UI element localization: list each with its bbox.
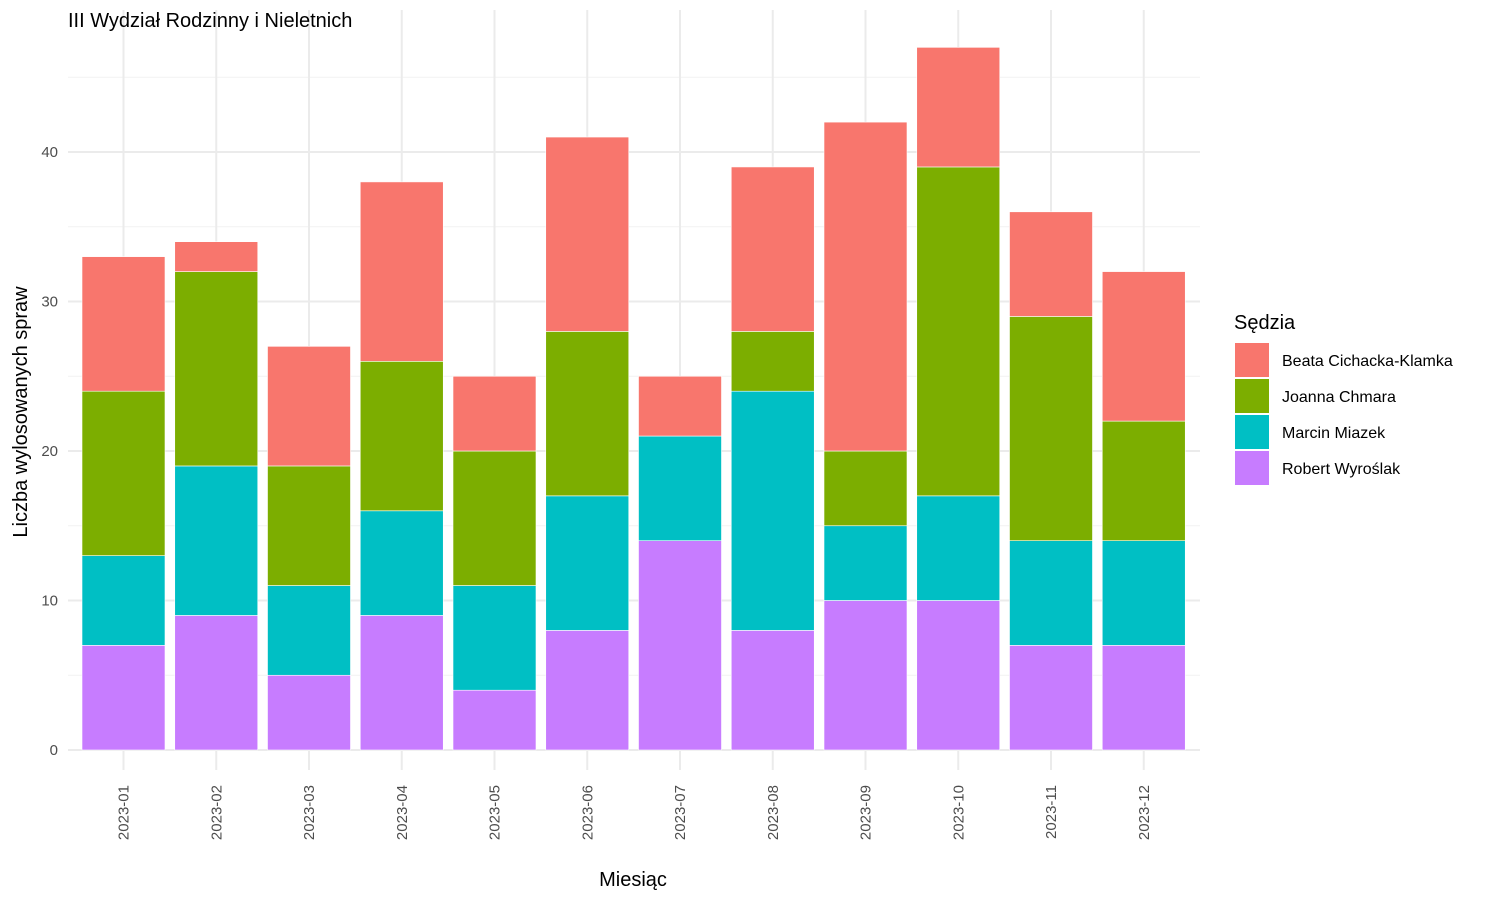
y-tick-label: 30 xyxy=(41,294,58,311)
bar-segment xyxy=(81,645,166,751)
bar-segment xyxy=(1009,540,1093,646)
legend-title: Sędzia xyxy=(1234,312,1296,334)
bar-segment xyxy=(1009,645,1093,751)
x-tick-label: 2023-10 xyxy=(950,785,967,840)
bar-segment xyxy=(452,375,537,452)
bar-segment xyxy=(174,271,259,467)
chart-title: III Wydział Rodzinny i Nieletnich xyxy=(68,10,352,32)
bar-segment xyxy=(730,390,815,631)
x-tick-label: 2023-04 xyxy=(394,785,411,840)
bar-segment xyxy=(823,600,908,751)
bar-segment xyxy=(359,181,444,362)
bar-segment xyxy=(174,615,259,751)
bar-segment xyxy=(81,390,166,556)
x-tick-label: 2023-09 xyxy=(858,785,875,840)
x-tick-label: 2023-01 xyxy=(116,785,133,840)
x-tick-label: 2023-03 xyxy=(301,785,318,840)
legend-label: Robert Wyroślak xyxy=(1282,461,1401,478)
legend-swatch xyxy=(1235,343,1269,377)
x-tick-label: 2023-02 xyxy=(208,785,225,840)
bar-segment xyxy=(267,465,351,586)
x-tick-label: 2023-05 xyxy=(487,785,504,840)
bar-segment xyxy=(545,331,630,497)
bar-segment xyxy=(545,630,630,751)
bar-segment xyxy=(638,540,722,751)
bar-segment xyxy=(638,375,722,437)
bar-segment xyxy=(81,256,166,392)
bar-segment xyxy=(359,360,444,512)
y-tick-label: 20 xyxy=(41,443,58,460)
bars xyxy=(81,47,1186,751)
bar-segment xyxy=(359,510,444,616)
legend-swatch xyxy=(1235,415,1269,449)
bar-segment xyxy=(1009,211,1093,317)
bar-segment xyxy=(916,166,1001,497)
x-tick-label: 2023-07 xyxy=(672,785,689,840)
bar-segment xyxy=(545,495,630,631)
bar-segment xyxy=(1101,420,1186,542)
bar-segment xyxy=(916,47,1001,168)
bar-segment xyxy=(1009,316,1093,542)
bar-segment xyxy=(730,166,815,332)
legend: Sędzia Beata Cichacka-Klamka Joanna Chmar… xyxy=(1234,312,1453,485)
bar-segment xyxy=(452,450,537,586)
bar-segment xyxy=(730,630,815,751)
x-tick-label: 2023-08 xyxy=(765,785,782,840)
bar-segment xyxy=(452,585,537,691)
bar-segment xyxy=(267,346,351,467)
x-axis-ticks: 2023-01 2023-02 2023-03 2023-04 2023-05 2023-… xyxy=(116,785,1153,840)
bar-segment xyxy=(359,615,444,751)
bar-segment xyxy=(916,600,1001,751)
bar-segment xyxy=(730,331,815,392)
y-axis-ticks: 0 10 20 30 40 xyxy=(41,144,58,759)
bar-segment xyxy=(267,585,351,676)
legend-label: Joanna Chmara xyxy=(1282,389,1396,406)
y-tick-label: 40 xyxy=(41,144,58,161)
x-tick-label: 2023-12 xyxy=(1136,785,1153,840)
bar-segment xyxy=(823,525,908,601)
bar-segment xyxy=(545,136,630,332)
bar-segment xyxy=(638,435,722,541)
bar-segment xyxy=(267,674,351,751)
x-tick-label: 2023-11 xyxy=(1043,785,1060,839)
legend-label: Marcin Miazek xyxy=(1282,425,1386,442)
y-tick-label: 0 xyxy=(50,742,58,759)
bar-segment xyxy=(823,450,908,527)
bar-segment xyxy=(81,555,166,646)
bar-segment xyxy=(916,495,1001,601)
bar-segment xyxy=(1101,645,1186,751)
bar-segment xyxy=(452,689,537,751)
bar-segment xyxy=(1101,540,1186,646)
legend-swatch xyxy=(1235,451,1269,485)
bar-segment xyxy=(174,465,259,616)
x-tick-label: 2023-06 xyxy=(579,785,596,840)
y-axis-title: Liczba wylosowanych spraw xyxy=(10,286,32,538)
legend-label: Beata Cichacka-Klamka xyxy=(1282,353,1453,370)
x-axis-title: Miesiąc xyxy=(599,869,667,891)
y-tick-label: 10 xyxy=(41,593,58,610)
bar-segment xyxy=(174,241,259,272)
bar-segment xyxy=(823,121,908,452)
legend-swatch xyxy=(1235,379,1269,413)
bar-segment xyxy=(1101,271,1186,422)
